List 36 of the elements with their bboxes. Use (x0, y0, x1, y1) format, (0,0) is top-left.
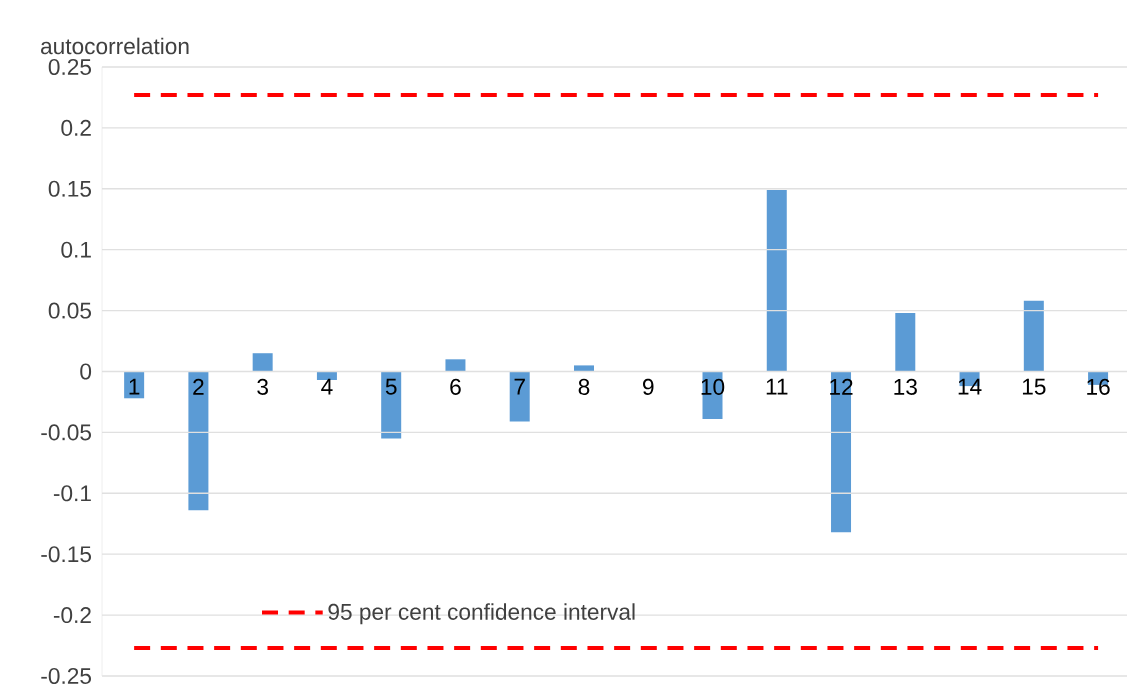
x-tick-label: 2 (193, 378, 204, 395)
y-tick-label: 0.1 (61, 241, 91, 258)
bar (445, 359, 466, 372)
y-tick-label: 0.05 (48, 302, 91, 319)
bar (895, 312, 916, 372)
x-tick-label: 1 (129, 378, 140, 395)
x-tick-label: 3 (257, 378, 268, 395)
y-tick-label: 0 (80, 363, 92, 380)
bar (188, 371, 209, 511)
x-tick-label: 15 (1022, 378, 1046, 395)
x-tick-label: 11 (766, 378, 788, 395)
bar (509, 371, 530, 422)
legend-label: 95 per cent confidence interval (328, 603, 635, 625)
bar (316, 371, 337, 380)
y-tick-label: 0.25 (48, 58, 91, 75)
bar (831, 371, 852, 533)
x-tick-label: 6 (450, 378, 461, 395)
y-tick-label: -0.2 (53, 606, 91, 623)
bar (381, 371, 402, 439)
bar (252, 353, 273, 372)
y-tick-label: -0.05 (41, 424, 91, 441)
bar (1023, 300, 1044, 372)
bar (766, 189, 787, 372)
y-axis-title: autocorrelation (41, 37, 189, 55)
x-tick-label: 5 (385, 378, 397, 395)
x-tick-label: 13 (894, 378, 917, 395)
x-tick-label: 9 (643, 378, 654, 395)
x-tick-label: 8 (578, 378, 590, 395)
y-tick-label: -0.1 (53, 485, 91, 502)
x-tick-label: 4 (321, 378, 333, 395)
y-tick-label: 0.2 (61, 119, 91, 136)
x-tick-label: 7 (514, 378, 525, 395)
y-tick-label: -0.15 (41, 545, 91, 562)
y-tick-label: 0.15 (48, 180, 91, 197)
y-tick-label: -0.25 (41, 667, 91, 684)
bar (573, 365, 594, 372)
